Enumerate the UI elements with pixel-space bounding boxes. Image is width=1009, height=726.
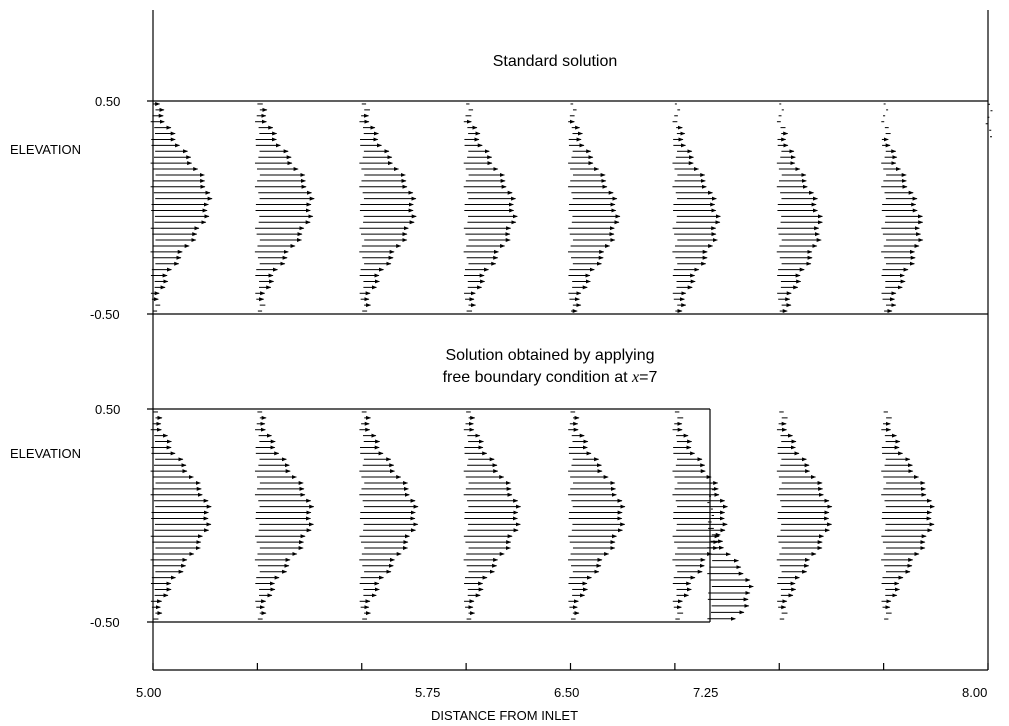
plot-frame [147, 10, 989, 671]
x-axis-label: DISTANCE FROM INLET [430, 708, 579, 723]
top-ytick-upper: 0.50 [95, 94, 121, 109]
xtick-label-5-75: 5.75 [415, 685, 441, 700]
top-panel-title: Standard solution [492, 53, 618, 70]
xtick-label-8-00: 8.00 [962, 685, 988, 700]
xtick-label-7-25: 7.25 [693, 685, 719, 700]
top-ylabel: ELEVATION [10, 142, 82, 157]
bottom-panel-vectors [150, 411, 935, 621]
bottom-ytick-lower: -0.50 [90, 615, 120, 630]
xtick-label-5-00: 5.00 [136, 685, 162, 700]
x-ticks [152, 663, 989, 670]
bottom-title-line-2: free boundary condition at x=7 [442, 369, 658, 386]
top-ytick-lower: -0.50 [90, 307, 120, 322]
xtick-label-6-50: 6.50 [554, 685, 580, 700]
bottom-ylabel: ELEVATION [10, 446, 82, 461]
top-panel-vectors [150, 101, 993, 314]
italic-variable: x [632, 369, 640, 386]
bottom-title-line-1: Solution obtained by applying [445, 347, 655, 364]
bottom-ytick-upper: 0.50 [95, 402, 121, 417]
bottom-panel-title: Solution obtained by applying free bound… [380, 345, 720, 389]
